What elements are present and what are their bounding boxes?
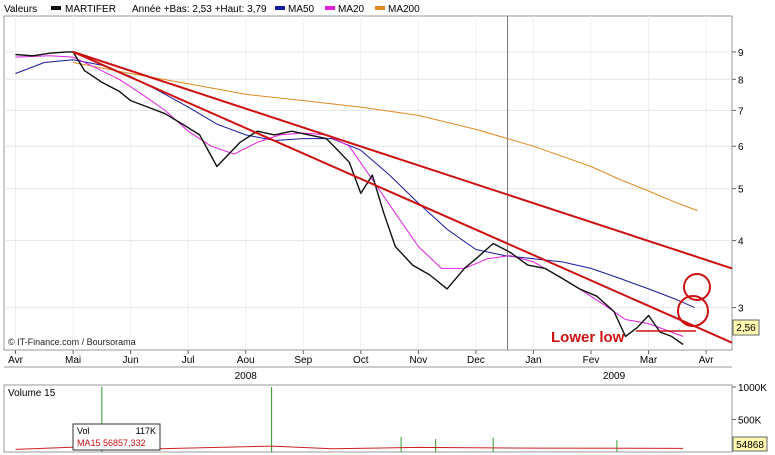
month-tick-label: Jul [182,355,195,366]
volume-tick-label: 500K [738,416,762,427]
price-tick-label: 4 [738,237,744,248]
month-tick-label: Jun [123,355,139,366]
year-label-2008: 2008 [235,371,258,382]
price-tick-label: 3 [738,304,744,315]
volume-title: Volume 15 [8,388,56,399]
volume-tick-label: 1000K [738,383,767,394]
volume-last-label: 54868 [736,440,764,451]
month-tick-label: Avr [699,355,714,366]
series-line-martifer [15,51,684,346]
year-axis: 2008 2009 [235,371,626,382]
series-line-ma20 [15,55,684,337]
range-text: Année +Bas: 2,53 +Haut: 3,79 [132,4,267,15]
legend-swatch-ma20 [325,6,335,10]
ticker-swatch [51,6,61,10]
tooltip-vol-label: Vol [77,426,90,436]
legend-ma50: MA50 [288,4,315,15]
highlight-circle-price [677,295,709,327]
ticker-name: MARTIFER [65,4,116,15]
legend-ma200: MA200 [388,4,420,15]
year-label-2009: 2009 [603,371,626,382]
month-tick-label: Dec [467,355,485,366]
month-tick-label: Fev [583,355,600,366]
trendline-1 [72,50,733,270]
legend-swatch-ma50 [275,6,285,10]
month-tick-label: Jan [525,355,541,366]
month-tick-label: Nov [409,355,427,366]
volume-tooltip [72,423,161,451]
tooltip-vol-value: 117K [136,426,156,436]
price-gridlines [4,51,732,309]
last-value-label: 2,56 [736,323,756,334]
price-axis: 9 8 7 6 5 4 3 [732,48,744,315]
volume-axis: 1000K 500K [732,383,767,427]
trendline-2 [72,50,733,344]
lower-low-annotation: Lower low [551,329,625,346]
month-tick-label: Oct [353,355,369,366]
month-axis: Avr Mai Jun Jul Aou Sep Oct Nov Dec Jan Fev Mar Avr [8,350,714,366]
credit-text: © IT-Finance.com / Boursorama [8,337,136,347]
price-tick-label: 5 [738,185,744,196]
volume-last-box [732,436,768,452]
trendline-layer [72,50,733,344]
highlight-circle-ma [683,273,711,301]
month-tick-label: Mai [65,355,81,366]
header-label: Valeurs [4,4,37,15]
series-line-ma200 [73,62,698,212]
tooltip-ma-label: MA15 56857,332 [77,438,146,448]
price-tick-label: 9 [738,48,744,59]
chart-header: Valeurs MARTIFER Année +Bas: 2,53 +Haut:… [4,4,420,15]
price-tick-label: 6 [738,142,744,153]
price-tick-label: 7 [738,106,744,117]
month-tick-label: Sep [294,355,312,366]
legend-swatch-ma200 [375,6,385,10]
month-tick-label: Mar [640,355,658,366]
legend-ma20: MA20 [338,4,365,15]
month-tick-label: Aou [237,355,255,366]
last-value-box [732,319,760,336]
month-tick-label: Avr [8,355,23,366]
price-tick-label: 8 [738,75,744,86]
